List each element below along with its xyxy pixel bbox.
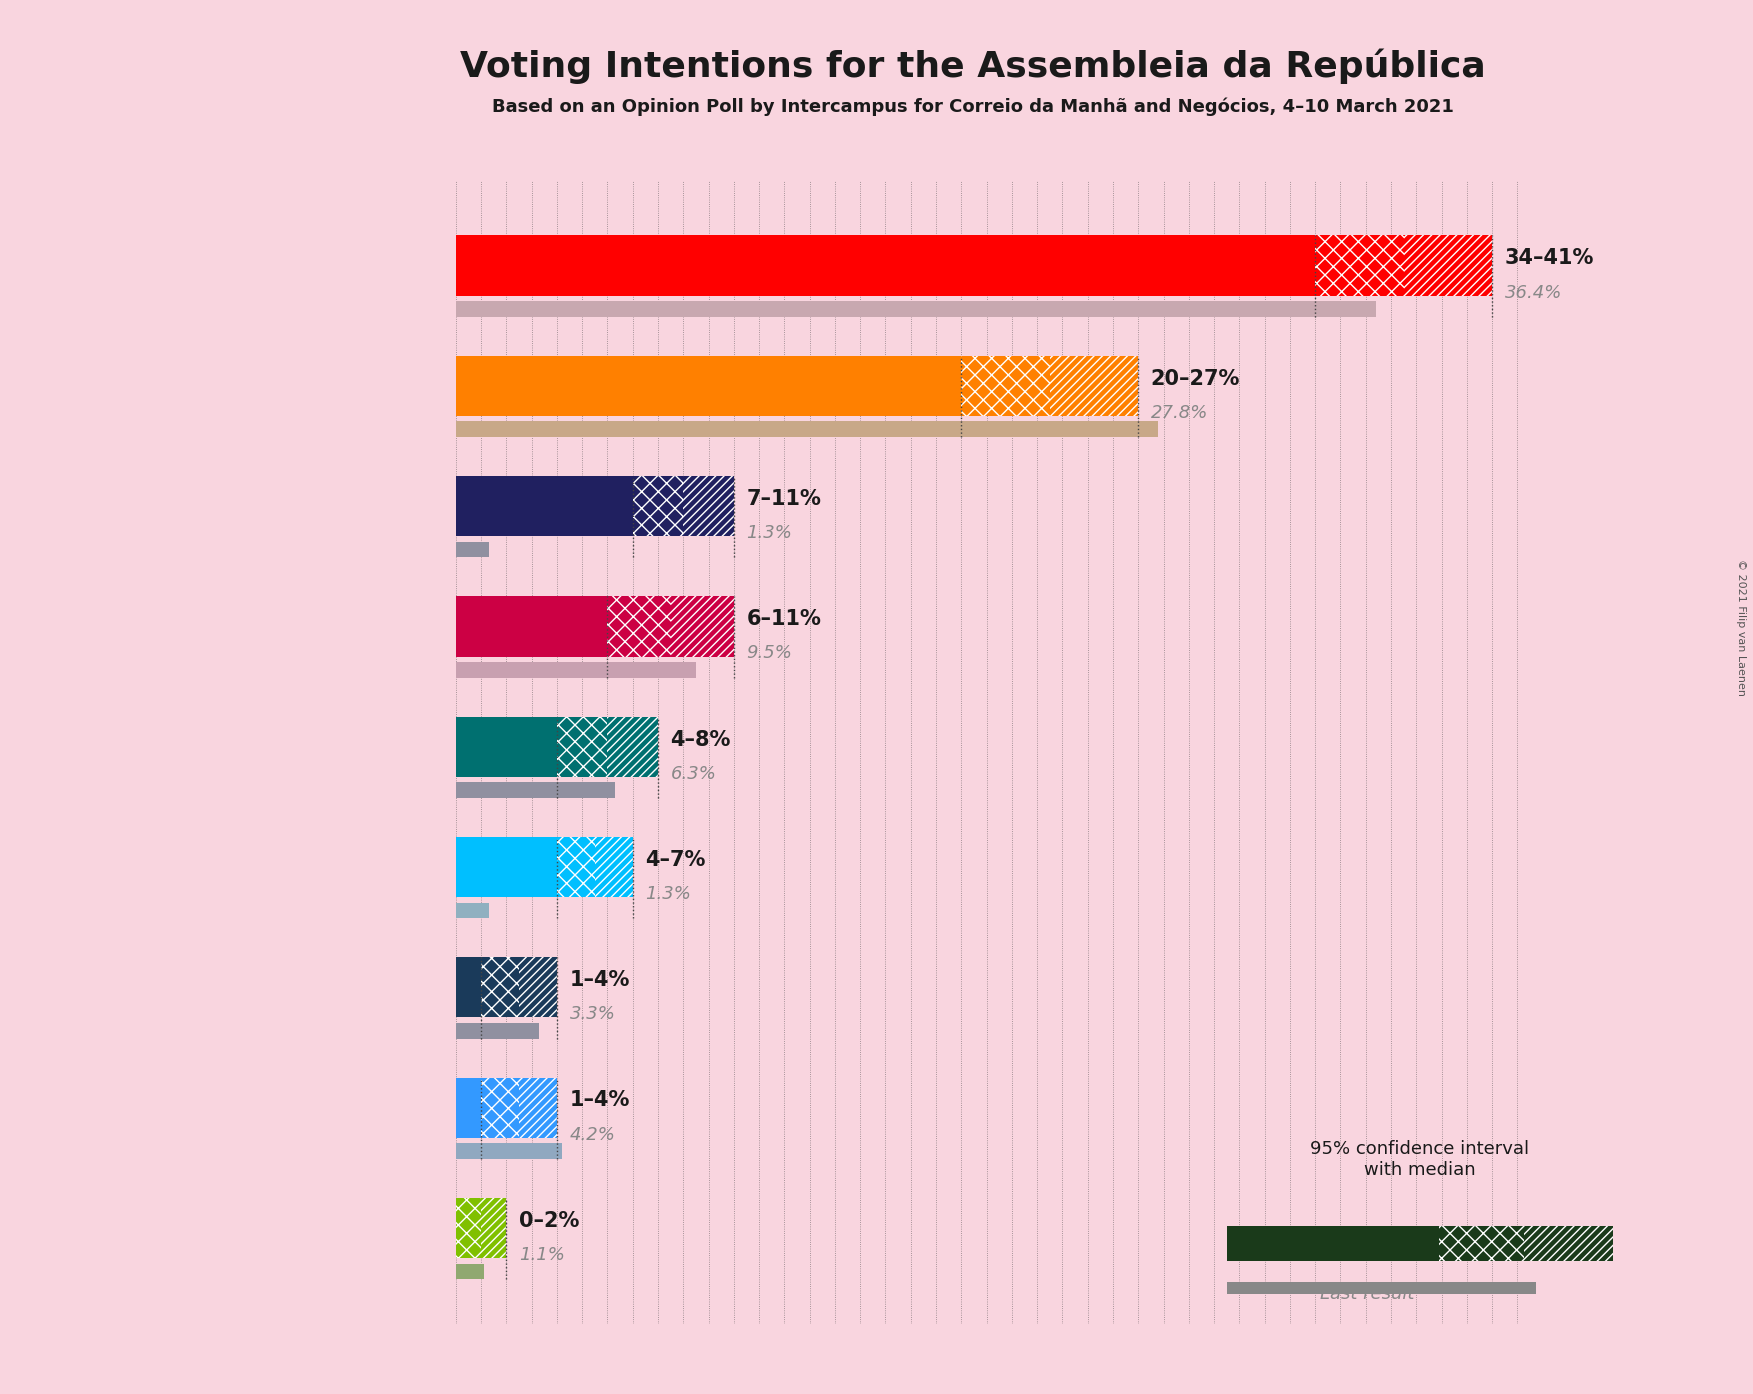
Text: 4–8%: 4–8% xyxy=(671,729,731,750)
Bar xyxy=(1523,1225,1613,1262)
Bar xyxy=(633,475,684,537)
Bar xyxy=(456,542,489,558)
Bar xyxy=(1227,1225,1439,1262)
Text: 7–11%: 7–11% xyxy=(747,489,822,509)
Text: Last result: Last result xyxy=(1320,1285,1415,1302)
Bar xyxy=(456,958,557,1018)
Text: 9.5%: 9.5% xyxy=(747,644,792,662)
Bar xyxy=(961,355,1050,415)
Text: 1.3%: 1.3% xyxy=(747,524,792,542)
Bar xyxy=(684,475,735,537)
Bar xyxy=(594,836,633,898)
Bar xyxy=(456,717,657,776)
Bar xyxy=(456,1023,540,1039)
Bar xyxy=(480,1078,519,1138)
Bar xyxy=(456,236,1492,296)
Bar xyxy=(456,662,696,677)
Text: 4.2%: 4.2% xyxy=(570,1126,615,1144)
Bar xyxy=(456,1197,480,1259)
Text: 1.1%: 1.1% xyxy=(519,1246,564,1264)
Bar xyxy=(456,597,735,657)
Text: 34–41%: 34–41% xyxy=(1504,248,1593,268)
Text: 20–27%: 20–27% xyxy=(1152,368,1239,389)
Text: 27.8%: 27.8% xyxy=(1152,404,1208,422)
Bar xyxy=(456,1078,557,1138)
Bar xyxy=(671,597,735,657)
Bar xyxy=(1050,355,1138,415)
Text: 6.3%: 6.3% xyxy=(671,765,717,783)
Bar xyxy=(456,301,1376,316)
Bar xyxy=(1227,1282,1536,1294)
Bar xyxy=(456,421,1159,436)
Text: 36.4%: 36.4% xyxy=(1504,283,1562,301)
Bar xyxy=(456,1143,563,1158)
Text: 1–4%: 1–4% xyxy=(570,970,629,990)
Text: 0–2%: 0–2% xyxy=(519,1211,578,1231)
Bar xyxy=(456,475,735,537)
Bar xyxy=(1439,1225,1523,1262)
Bar xyxy=(456,355,1138,415)
Text: Voting Intentions for the Assembleia da República: Voting Intentions for the Assembleia da … xyxy=(459,49,1487,84)
Bar xyxy=(608,597,671,657)
Text: 3.3%: 3.3% xyxy=(570,1005,615,1023)
Bar xyxy=(480,958,519,1018)
Bar xyxy=(519,958,557,1018)
Text: 1–4%: 1–4% xyxy=(570,1090,629,1111)
Text: 95% confidence interval
with median: 95% confidence interval with median xyxy=(1309,1140,1529,1179)
Bar xyxy=(456,902,489,919)
Bar xyxy=(456,782,615,797)
Bar xyxy=(1404,236,1492,296)
Text: © 2021 Filip van Laenen: © 2021 Filip van Laenen xyxy=(1735,559,1746,696)
Text: 1.3%: 1.3% xyxy=(645,885,691,903)
Bar xyxy=(480,1197,507,1259)
Bar xyxy=(456,1263,484,1280)
Bar xyxy=(456,836,633,898)
Bar xyxy=(519,1078,557,1138)
Text: 6–11%: 6–11% xyxy=(747,609,822,629)
Bar xyxy=(608,717,657,776)
Bar xyxy=(557,836,594,898)
Bar xyxy=(456,1197,507,1259)
Text: 4–7%: 4–7% xyxy=(645,850,706,870)
Bar xyxy=(1315,236,1404,296)
Text: Based on an Opinion Poll by Intercampus for Correio da Manhã and Negócios, 4–10 : Based on an Opinion Poll by Intercampus … xyxy=(493,98,1453,116)
Bar xyxy=(557,717,608,776)
